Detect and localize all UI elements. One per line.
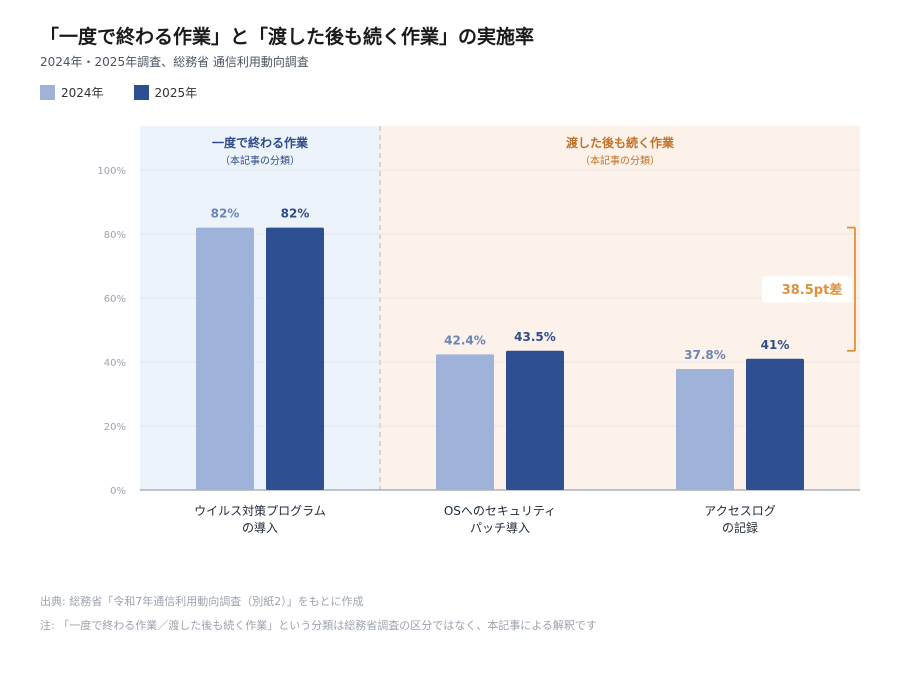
- annotation-label-box: [762, 276, 852, 303]
- group-title-1: 渡した後も続く作業: [566, 135, 675, 150]
- x-category-label: アクセスログ: [704, 504, 775, 518]
- bar: [746, 358, 804, 490]
- x-category-label: ウイルス対策プログラム: [194, 504, 326, 518]
- bar-value-label: 42.4%: [444, 333, 486, 347]
- x-category-label: パッチ導入: [470, 521, 530, 535]
- chart-title: 「一度で終わる作業」と「渡した後も続く作業」の実施率: [40, 26, 535, 48]
- annotation-label: 38.5pt差: [782, 282, 843, 298]
- classification-note: 注: 「一度で終わる作業／渡した後も続く作業」という分類は総務省調査の区分ではな…: [40, 619, 597, 632]
- legend-item-2024: 2024年: [40, 84, 104, 101]
- bar-value-label: 43.5%: [514, 330, 556, 344]
- y-tick-label: 0%: [110, 486, 126, 497]
- legend-label-2025: 2025年: [154, 86, 198, 100]
- bar-value-label: 82%: [281, 207, 310, 221]
- legend-swatch-2024: [40, 85, 55, 100]
- x-category-label: OSへのセキュリティ: [444, 504, 556, 518]
- bar-value-label: 82%: [211, 207, 240, 221]
- bar: [196, 227, 254, 490]
- group-subtitle-0: （本記事の分類）: [220, 154, 300, 167]
- y-tick-label: 40%: [104, 358, 126, 369]
- source-note: 出典: 総務省「令和7年通信利用動向調査（別紙2）」をもとに作成: [40, 595, 364, 608]
- bar: [436, 354, 494, 490]
- bar-value-label: 37.8%: [684, 348, 726, 362]
- y-tick-label: 80%: [104, 230, 126, 241]
- group-subtitle-1: （本記事の分類）: [580, 154, 660, 167]
- x-category-label: の導入: [242, 521, 278, 535]
- bar-chart: 一度で終わる作業 （本記事の分類） 渡した後も続く作業 （本記事の分類） 0% 20% 40…: [97, 126, 860, 535]
- y-tick-label: 100%: [97, 166, 126, 177]
- y-tick-label: 60%: [104, 294, 126, 305]
- legend-label-2024: 2024年: [61, 86, 104, 100]
- bar-value-label: 41%: [761, 338, 790, 352]
- x-category-label: の記録: [722, 520, 758, 535]
- group-background-0: [140, 126, 380, 490]
- legend-item-2025: 2025年: [133, 84, 198, 101]
- y-tick-label: 20%: [104, 422, 126, 433]
- group-title-0: 一度で終わる作業: [212, 135, 309, 150]
- chart-subtitle: 2024年・2025年調査、総務省 通信利用動向調査: [40, 55, 309, 69]
- legend-swatch-2025: [133, 85, 149, 100]
- bar: [506, 350, 564, 490]
- legend: 2024年 2025年: [40, 84, 197, 101]
- bar: [266, 227, 324, 490]
- bar: [676, 369, 734, 490]
